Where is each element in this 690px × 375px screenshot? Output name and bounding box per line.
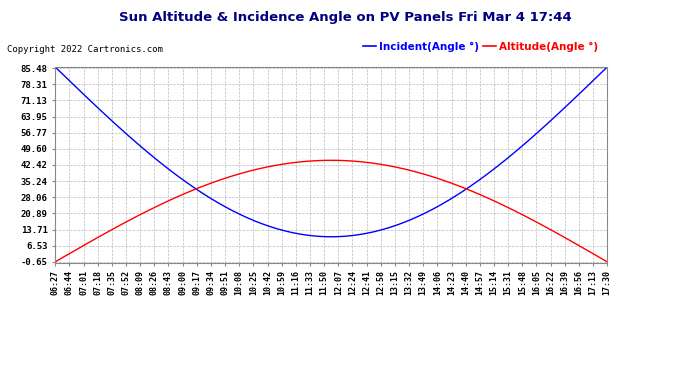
Legend: Incident(Angle °), Altitude(Angle °): Incident(Angle °), Altitude(Angle °) bbox=[359, 38, 602, 56]
Text: Sun Altitude & Incidence Angle on PV Panels Fri Mar 4 17:44: Sun Altitude & Incidence Angle on PV Pan… bbox=[119, 11, 571, 24]
Text: Copyright 2022 Cartronics.com: Copyright 2022 Cartronics.com bbox=[7, 45, 163, 54]
